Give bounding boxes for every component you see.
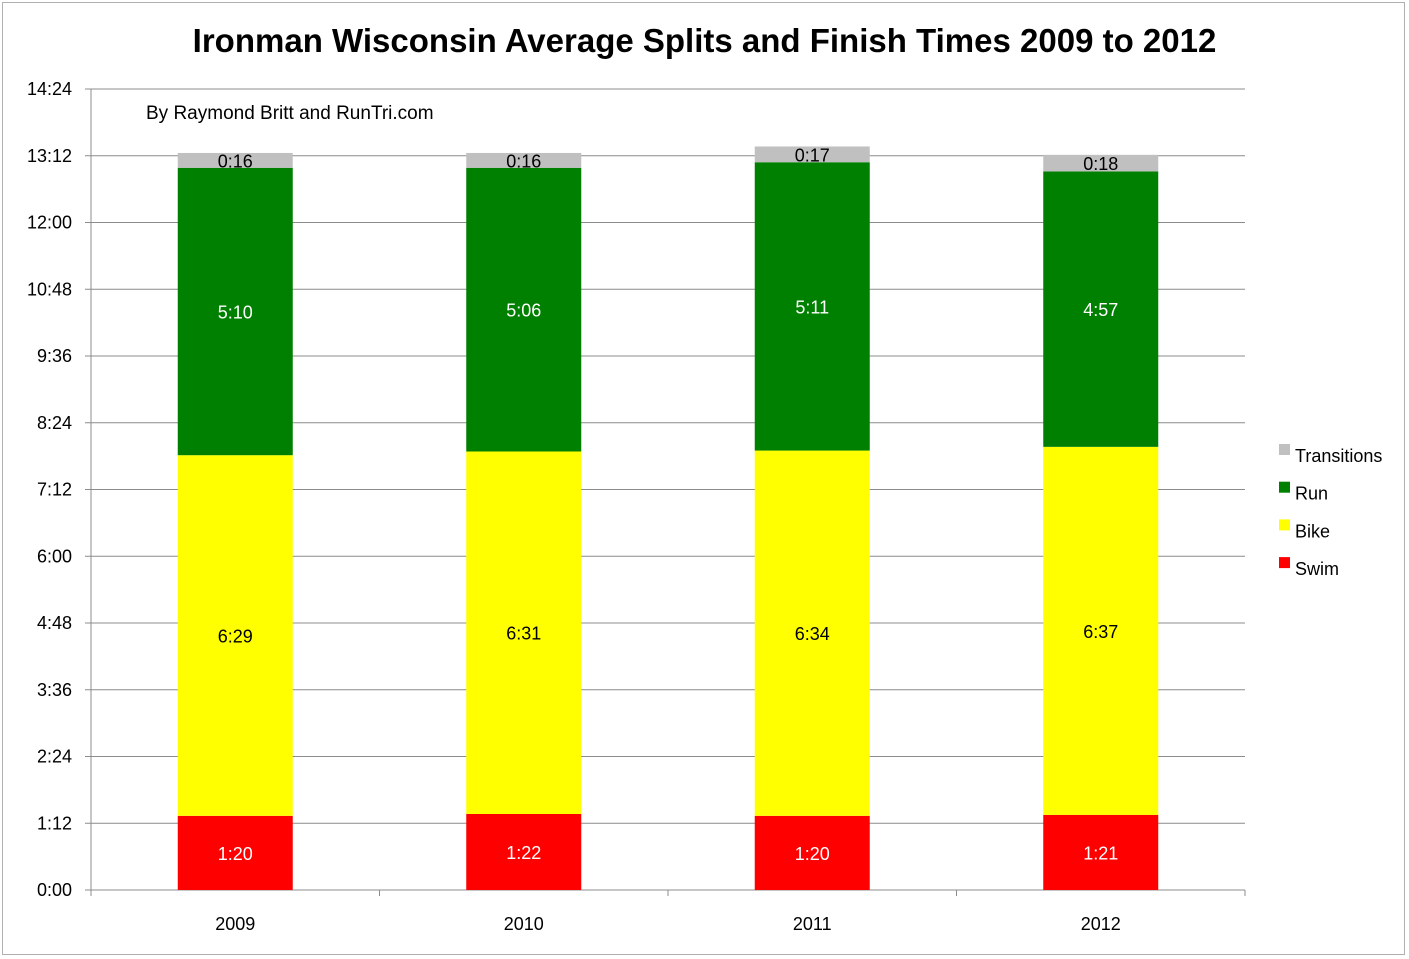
bar-segment-bike bbox=[1043, 446, 1159, 815]
data-label-bike: 6:37 bbox=[1083, 622, 1118, 642]
data-label-swim: 1:22 bbox=[506, 843, 541, 863]
legend-swatch-bike bbox=[1279, 519, 1290, 531]
y-tick-label: 1:12 bbox=[37, 813, 72, 833]
bar-segment-swim bbox=[1043, 814, 1159, 890]
y-tick-label: 8:24 bbox=[37, 413, 72, 433]
x-tick-label: 2012 bbox=[1081, 914, 1121, 934]
y-tick-label: 4:48 bbox=[37, 613, 72, 633]
bar-segment-bike bbox=[754, 450, 870, 816]
legend-swatch-transitions bbox=[1279, 444, 1290, 455]
credit-annotation: By Raymond Britt and RunTri.com bbox=[146, 103, 434, 124]
data-label-transitions: 0:16 bbox=[218, 151, 253, 171]
bar-segment-run bbox=[754, 162, 870, 451]
x-tick-label: 2011 bbox=[793, 914, 832, 934]
data-label-transitions: 0:18 bbox=[1083, 154, 1118, 174]
legend-swatch-swim bbox=[1279, 557, 1290, 569]
bar-segment-transitions bbox=[177, 152, 293, 168]
data-label-transitions: 0:16 bbox=[506, 151, 541, 171]
bar-segment-swim bbox=[466, 813, 582, 890]
y-tick-label: 3:36 bbox=[37, 680, 72, 700]
y-tick-label: 12:00 bbox=[27, 213, 72, 233]
bar-segment-transitions bbox=[466, 152, 582, 168]
data-label-swim: 1:21 bbox=[1083, 843, 1118, 863]
data-label-bike: 6:34 bbox=[795, 624, 830, 644]
legend: Transitions Run Bike Swim bbox=[1279, 444, 1382, 579]
bar-segment-bike bbox=[466, 451, 582, 814]
legend-label-bike: Bike bbox=[1295, 521, 1330, 541]
data-label-bike: 6:29 bbox=[218, 627, 253, 647]
x-tick-labels: 2009 2010 2011 2012 bbox=[215, 914, 1121, 934]
y-tick-label: 7:12 bbox=[37, 480, 72, 500]
legend-label-swim: Swim bbox=[1295, 559, 1339, 579]
legend-label-transitions: Transitions bbox=[1295, 446, 1382, 466]
data-label-swim: 1:20 bbox=[218, 844, 253, 864]
bar-segment-transitions bbox=[1043, 154, 1159, 172]
y-tick-labels: 0:00 1:12 2:24 3:36 4:48 6:00 7:12 8:24 9:36 10:4… bbox=[27, 79, 72, 900]
legend-label-run: Run bbox=[1295, 484, 1328, 504]
bar-segment-run bbox=[1043, 171, 1159, 447]
data-label-run: 5:11 bbox=[795, 297, 829, 317]
y-tick-label: 13:12 bbox=[27, 146, 72, 166]
data-label-transitions: 0:17 bbox=[795, 145, 830, 165]
chart-title: Ironman Wisconsin Average Splits and Fin… bbox=[192, 22, 1217, 59]
y-tick-label: 9:36 bbox=[37, 346, 72, 366]
bars: 1:20 6:29 5:10 0:16 1:22 6:31 5:06 0:16 1:20 6:34… bbox=[177, 145, 1159, 890]
legend-swatch-run bbox=[1279, 481, 1290, 493]
x-tick-label: 2010 bbox=[504, 914, 544, 934]
x-tick-label: 2009 bbox=[215, 914, 255, 934]
y-tick-label: 0:00 bbox=[37, 880, 72, 900]
data-label-run: 5:06 bbox=[506, 301, 541, 321]
data-label-bike: 6:31 bbox=[506, 624, 541, 644]
y-tick-label: 6:00 bbox=[37, 546, 72, 566]
data-label-swim: 1:20 bbox=[795, 844, 830, 864]
bar-segment-swim bbox=[177, 815, 293, 890]
y-tick-label: 10:48 bbox=[27, 279, 72, 299]
data-label-run: 4:57 bbox=[1083, 300, 1118, 320]
bar-segment-swim bbox=[754, 815, 870, 890]
y-tick-label: 2:24 bbox=[37, 747, 72, 767]
y-tick-label: 14:24 bbox=[27, 79, 72, 99]
bar-segment-run bbox=[466, 167, 582, 452]
bar-segment-bike bbox=[177, 455, 293, 816]
bar-segment-run bbox=[177, 167, 293, 456]
bar-segment-transitions bbox=[754, 146, 870, 163]
data-label-run: 5:10 bbox=[218, 303, 253, 323]
